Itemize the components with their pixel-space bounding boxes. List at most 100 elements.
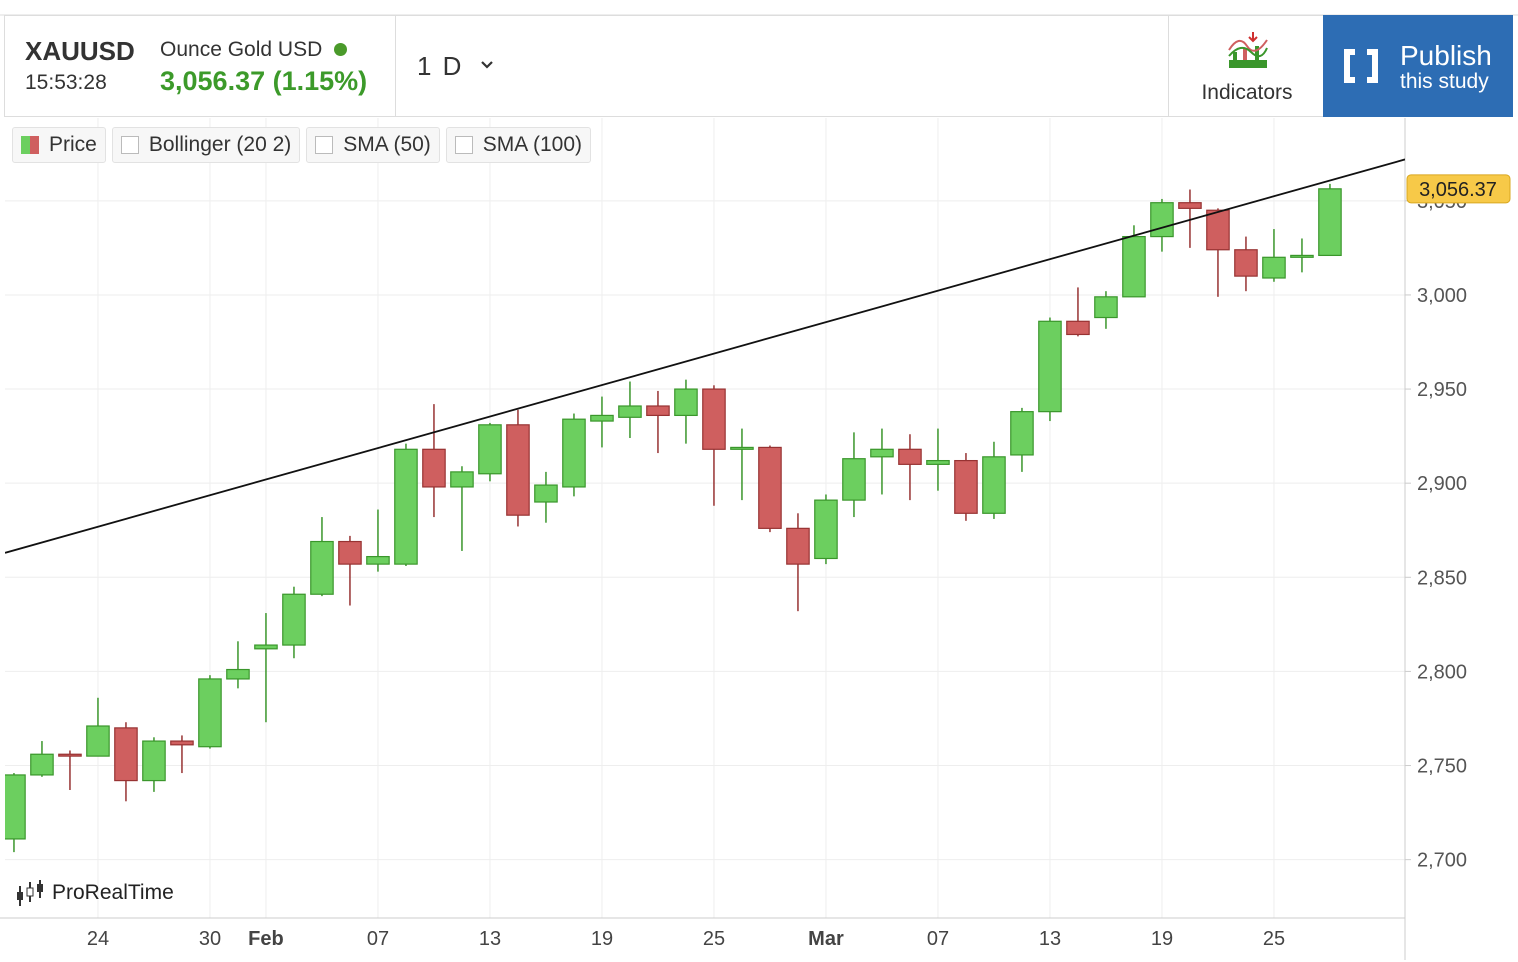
candle-body [1066, 320, 1090, 336]
publish-label: Publish [1400, 40, 1492, 71]
x-tick-label: 25 [703, 928, 725, 950]
candle-body [506, 424, 530, 516]
candle-body [1038, 320, 1062, 413]
publish-sub: this study [1400, 70, 1489, 93]
candle-body [814, 499, 838, 560]
name-text: Ounce Gold USD [160, 38, 323, 61]
interval: 1 D [417, 51, 464, 81]
candle-body [1094, 296, 1118, 319]
x-tick-label: 13 [1039, 928, 1061, 950]
status-dot [334, 43, 348, 56]
publish-button[interactable]: Publish this study [1323, 15, 1513, 117]
watermark-icon [17, 880, 43, 906]
candle-body [114, 727, 138, 782]
candle-body [1234, 249, 1258, 277]
candle-body [394, 448, 418, 565]
symbol-box: XAUUSD Ounce Gold USD 15:53:28 3,056.37 … [4, 15, 396, 117]
y-tick-label: 2,700 [1417, 850, 1467, 872]
legend-chip[interactable]: Bollinger (20 2) [111, 127, 301, 163]
last-price-label: 3,056.37 [1419, 179, 1497, 201]
candle-body [310, 540, 334, 595]
candle-body [982, 456, 1006, 514]
candle-body [198, 678, 222, 748]
candle-body [590, 414, 614, 422]
x-tick-label: 07 [927, 928, 949, 950]
legend-chip[interactable]: Price [12, 127, 106, 163]
legend-label: SMA (100) [482, 133, 583, 156]
candle-body [1262, 256, 1286, 279]
candle-body [1318, 188, 1342, 257]
candle-body [30, 753, 54, 776]
y-tick-label: 2,800 [1417, 661, 1467, 683]
candle-body [842, 458, 866, 501]
candle-body [86, 725, 110, 757]
candle-body [702, 388, 726, 450]
candle-body [1290, 254, 1314, 258]
candle-body [366, 555, 390, 565]
candle-body [1122, 235, 1146, 298]
indicators-icon [1228, 32, 1268, 68]
candle-body [5, 774, 26, 840]
trendline [5, 158, 1405, 554]
candle-body [562, 418, 586, 488]
candle-body [898, 448, 922, 465]
header-spacer [515, 15, 1169, 117]
chevron [481, 61, 493, 69]
candle-body [170, 740, 194, 746]
y-tick-label: 2,900 [1417, 473, 1467, 495]
legend-chip[interactable]: SMA (50) [306, 127, 440, 163]
candle-body [1010, 411, 1034, 456]
candle-body [226, 668, 250, 680]
x-tick-label: 19 [591, 928, 613, 950]
candle-body [1150, 202, 1174, 238]
watermark-text: ProRealTime [52, 881, 174, 904]
x-tick-label: 24 [87, 928, 109, 950]
indicators-label: Indicators [1201, 81, 1293, 104]
price: 3,056.37 (1.15%) [160, 66, 368, 96]
candle-body [422, 448, 446, 488]
x-tick-label: 30 [199, 928, 221, 950]
candle-body [1178, 202, 1202, 209]
candle-body [478, 424, 502, 475]
x-tick-label: 07 [367, 928, 389, 950]
legend-label: SMA (50) [343, 133, 431, 156]
candle-body [954, 459, 978, 514]
y-tick-label: 2,850 [1417, 567, 1467, 589]
candle-body [254, 644, 278, 650]
legend: Price Bollinger (20 2) SMA (50) SMA (100… [12, 127, 597, 163]
x-tick-label: 19 [1151, 928, 1173, 950]
instrument-name: Ounce Gold USD [160, 38, 348, 62]
candle-body [618, 405, 642, 418]
x-tick-label: 25 [1263, 928, 1285, 950]
candle-body [142, 740, 166, 782]
legend-chip[interactable]: SMA (100) [445, 127, 592, 163]
y-tick-label: 3,000 [1417, 285, 1467, 307]
x-tick-label: Feb [248, 928, 284, 950]
candle-body [674, 388, 698, 417]
interval-select[interactable]: 1 D [395, 15, 516, 117]
indicators-button[interactable]: Indicators [1168, 15, 1324, 117]
candle-body [282, 593, 306, 646]
candle-body [534, 484, 558, 503]
candle-body [450, 471, 474, 488]
candle-body [646, 405, 670, 417]
plot [5, 158, 1405, 853]
y-tick-label: 2,950 [1417, 379, 1467, 401]
candle-body [926, 459, 950, 465]
x-tick-label: Mar [808, 928, 844, 950]
time: 15:53:28 [25, 71, 107, 94]
candle-body [338, 540, 362, 565]
candle-body [1206, 209, 1230, 251]
candle-body [730, 446, 754, 450]
last-price-tag [1406, 174, 1511, 204]
legend-label: Bollinger (20 2) [148, 133, 292, 156]
candle-body [758, 446, 782, 529]
y-tick-label: 2,750 [1417, 756, 1467, 778]
symbol: XAUUSD [25, 36, 135, 66]
candle-body [786, 527, 810, 565]
publish-icon [1344, 49, 1378, 83]
watermark: ProRealTime [16, 878, 174, 908]
legend-label: Price [49, 133, 97, 156]
